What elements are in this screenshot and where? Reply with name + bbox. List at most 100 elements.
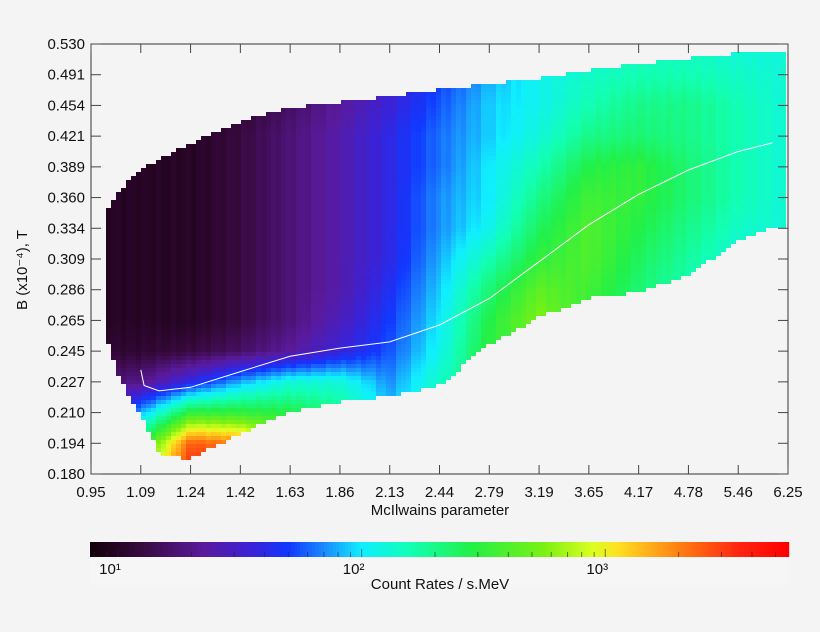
heatmap-cell: [416, 192, 421, 196]
heatmap-cell: [266, 360, 271, 364]
heatmap-cell: [246, 264, 251, 268]
heatmap-cell: [171, 392, 176, 396]
heatmap-cell: [411, 124, 416, 128]
heatmap-cell: [356, 328, 361, 332]
heatmap-cell: [301, 364, 306, 368]
heatmap-cell: [281, 208, 286, 212]
heatmap-cell: [291, 228, 296, 232]
heatmap-cell: [241, 284, 246, 288]
heatmap-cell: [176, 156, 181, 160]
heatmap-cell: [221, 380, 226, 384]
heatmap-cell: [416, 132, 421, 136]
heatmap-cell: [151, 404, 156, 408]
heatmap-cell: [306, 160, 311, 164]
heatmap-cell: [376, 200, 381, 204]
heatmap-cell: [311, 248, 316, 252]
heatmap-cell: [276, 308, 281, 312]
heatmap-cell: [396, 356, 401, 360]
heatmap-cell: [306, 272, 311, 276]
heatmap-cell: [311, 236, 316, 240]
heatmap-cell: [391, 244, 396, 248]
heatmap-cell: [336, 228, 341, 232]
heatmap-cell: [431, 232, 436, 236]
heatmap-cell: [361, 120, 366, 124]
heatmap-cell: [356, 144, 361, 148]
heatmap-cell: [441, 264, 446, 268]
heatmap-cell: [436, 340, 441, 344]
heatmap-cell: [256, 276, 261, 280]
heatmap-cell: [366, 284, 371, 288]
heatmap-cell: [366, 304, 371, 308]
heatmap-cell: [316, 160, 321, 164]
heatmap-cell: [136, 352, 141, 356]
heatmap-cell: [361, 264, 366, 268]
heatmap-cell: [196, 424, 201, 428]
heatmap-cell: [371, 272, 376, 276]
heatmap-cell: [136, 324, 141, 328]
heatmap-cell: [191, 152, 196, 156]
heatmap-cell: [281, 116, 286, 120]
heatmap-cell: [211, 404, 216, 408]
heatmap-cell: [281, 280, 286, 284]
heatmap-cell: [416, 212, 421, 216]
heatmap-cell: [376, 384, 381, 388]
heatmap-cell: [336, 200, 341, 204]
heatmap-cell: [201, 236, 206, 240]
heatmap-cell: [246, 296, 251, 300]
heatmap-cell: [246, 252, 251, 256]
heatmap-cell: [246, 160, 251, 164]
heatmap-cell: [426, 336, 431, 340]
heatmap-cell: [426, 240, 431, 244]
heatmap-cell: [401, 384, 406, 388]
heatmap-cell: [421, 376, 426, 380]
heatmap-cell: [341, 232, 346, 236]
heatmap-cell: [271, 364, 276, 368]
heatmap-cell: [111, 348, 116, 352]
heatmap-cell: [396, 320, 401, 324]
heatmap-cell: [176, 260, 181, 264]
heatmap-cell: [381, 384, 386, 388]
heatmap-cell: [241, 220, 246, 224]
heatmap-cell: [236, 184, 241, 188]
heatmap-cell: [206, 352, 211, 356]
heatmap-cell: [191, 364, 196, 368]
heatmap-cell: [111, 268, 116, 272]
heatmap-cell: [421, 312, 426, 316]
heatmap-cell: [181, 340, 186, 344]
heatmap-cell: [391, 280, 396, 284]
heatmap-cell: [411, 168, 416, 172]
heatmap-cell: [366, 344, 371, 348]
heatmap-cell: [276, 148, 281, 152]
heatmap-cell: [321, 288, 326, 292]
heatmap-cell: [231, 404, 236, 408]
heatmap-cell: [231, 300, 236, 304]
heatmap-cell: [311, 180, 316, 184]
heatmap-cell: [306, 320, 311, 324]
heatmap-cell: [256, 216, 261, 220]
heatmap-cell: [421, 152, 426, 156]
heatmap-cell: [181, 276, 186, 280]
heatmap-cell: [291, 116, 296, 120]
heatmap-cell: [111, 332, 116, 336]
heatmap-cell: [376, 308, 381, 312]
heatmap-cell: [356, 332, 361, 336]
heatmap-cell: [201, 428, 206, 432]
heatmap-cell: [191, 148, 196, 152]
heatmap-cell: [371, 396, 376, 400]
heatmap-cell: [206, 148, 211, 152]
heatmap-cell: [376, 344, 381, 348]
heatmap-cell: [141, 296, 146, 300]
heatmap-cell: [341, 192, 346, 196]
heatmap-cell: [241, 212, 246, 216]
heatmap-cell: [361, 164, 366, 168]
heatmap-cell: [166, 164, 171, 168]
heatmap-cell: [391, 364, 396, 368]
heatmap-cell: [131, 220, 136, 224]
heatmap-cell: [346, 236, 351, 240]
heatmap-cell: [166, 332, 171, 336]
heatmap-cell: [316, 232, 321, 236]
heatmap-cell: [351, 300, 356, 304]
heatmap-cell: [186, 188, 191, 192]
heatmap-cell: [156, 244, 161, 248]
heatmap-cell: [281, 200, 286, 204]
